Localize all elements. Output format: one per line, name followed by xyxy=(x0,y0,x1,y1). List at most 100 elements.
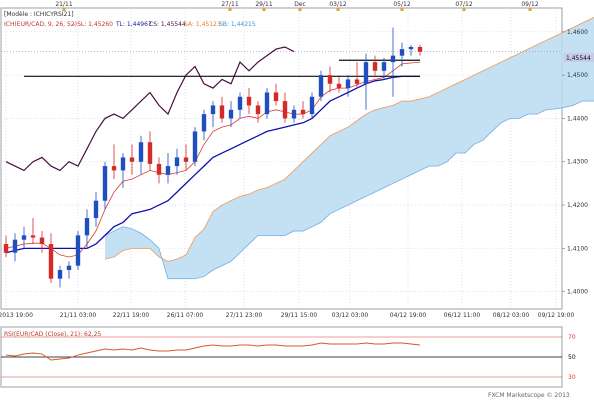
legend-sb: SB: 1,44215 xyxy=(219,21,256,28)
candle-body xyxy=(210,105,216,115)
candle-body xyxy=(300,109,306,115)
x-tick-label: 06/12 11:00 xyxy=(444,312,481,319)
candle-body xyxy=(201,114,207,132)
candle-body xyxy=(102,166,108,201)
candle-body xyxy=(417,46,423,52)
senkou-span-b-line xyxy=(104,100,594,280)
y-tick-label: 1,4100 xyxy=(567,245,588,252)
y-tick-label: 1,4000 xyxy=(567,289,588,296)
candle-body xyxy=(111,166,117,171)
candle-body xyxy=(39,237,45,245)
candle-body xyxy=(48,244,54,279)
x-tick-label: 18/11/2013 19:00 xyxy=(0,312,33,319)
rsi-legend: RSI(EUR/CAD (Close), 21): 62,25 xyxy=(4,331,101,338)
candle-body xyxy=(228,109,234,119)
candle-body xyxy=(273,92,279,102)
legend-sl: - SL: 1,45260 xyxy=(73,21,113,28)
x-tick-label: 29/11 15:00 xyxy=(281,312,318,319)
x-tick-label: 04/12 19:00 xyxy=(390,312,427,319)
session-marker xyxy=(262,8,266,11)
session-marker xyxy=(62,8,66,11)
candle-body xyxy=(156,163,162,175)
template-label: [Modèle : ICHICYRSI21] xyxy=(4,11,74,18)
session-marker xyxy=(462,8,466,11)
rsi-tick-label: 30 xyxy=(568,374,576,381)
candle-body xyxy=(363,62,369,84)
candle-body xyxy=(264,92,270,115)
candle-body xyxy=(183,157,189,162)
y-tick-label: 1,4300 xyxy=(567,159,588,166)
candle-body xyxy=(255,105,261,115)
candles xyxy=(3,27,423,288)
candle-body xyxy=(66,265,72,271)
session-marker xyxy=(400,8,404,11)
top-date-label: 05/12 xyxy=(393,1,410,8)
top-date-label: 09/12 xyxy=(521,1,538,8)
rsi-line xyxy=(5,342,421,361)
legend-tl: TL: 1,44967 xyxy=(115,21,152,28)
candle-body xyxy=(12,239,18,253)
x-tick-label: 03/12 03:00 xyxy=(332,312,369,319)
candle-body xyxy=(282,101,288,119)
candle-body xyxy=(309,96,315,115)
legend-instrument: ICH(EUR/CAD, 9, 26, 52) xyxy=(4,21,77,28)
x-tick-label: 08/12 03:00 xyxy=(493,312,530,319)
top-date-label: 29/11 xyxy=(255,1,272,8)
rsi-tick-label: 70 xyxy=(568,334,576,341)
x-tick-label: 09/12 19:00 xyxy=(538,312,575,319)
candle-body xyxy=(390,55,396,63)
session-marker xyxy=(298,8,302,11)
candle-body xyxy=(291,109,297,119)
candle-body xyxy=(120,157,126,171)
watermark: FXCM Marketscope © 2013 xyxy=(488,392,570,399)
senkou-span-a-line xyxy=(104,16,594,262)
x-tick-label: 21/11 03:00 xyxy=(60,312,97,319)
x-tick-label: 22/11 19:00 xyxy=(113,312,150,319)
candle-body xyxy=(165,166,171,175)
candle-body xyxy=(3,244,9,253)
candle-body xyxy=(57,270,63,279)
candle-body xyxy=(84,218,90,236)
y-tick-label: 1,4500 xyxy=(567,72,588,79)
session-marker xyxy=(528,8,532,11)
top-date-label: 07/12 xyxy=(455,1,472,8)
candle-body xyxy=(147,142,153,164)
x-tick-label: 26/11 07:00 xyxy=(167,312,204,319)
session-marker xyxy=(336,8,340,11)
candle-body xyxy=(246,96,252,106)
candle-body xyxy=(381,62,387,71)
chikou-span-line xyxy=(5,46,295,172)
price-tag-label: 1,45544 xyxy=(566,55,591,62)
candle-body xyxy=(30,235,36,238)
axes: 1,4600 1,4500 1,4400 1,4300 1,4200 1,4100 1,40… xyxy=(0,1,588,319)
candle-body xyxy=(138,142,144,162)
top-date-label: 03/12 xyxy=(329,1,346,8)
legend-sa: SA: 1,45123 xyxy=(184,21,221,28)
kumo-fill xyxy=(105,17,594,279)
candle-body xyxy=(336,83,342,89)
horizontal-levels[interactable] xyxy=(1,51,562,77)
candle-body xyxy=(345,79,351,89)
kijun-sen-line xyxy=(5,75,420,254)
ichimoku-cloud xyxy=(105,17,594,279)
candle-body xyxy=(174,157,180,167)
candle-body xyxy=(327,75,333,84)
candle-body xyxy=(354,79,360,84)
session-marker xyxy=(228,8,232,11)
y-tick-label: 1,4200 xyxy=(567,202,588,209)
rsi-indicator: 70 50 30 xyxy=(1,334,576,381)
rsi-tick-label: 50 xyxy=(568,354,576,361)
top-date-label: Dec xyxy=(294,1,306,8)
candle-body xyxy=(192,131,198,162)
candle-body xyxy=(21,235,27,240)
candle-body xyxy=(237,96,243,110)
candle-body xyxy=(318,75,324,97)
x-tick-label: 27/11 23:00 xyxy=(226,312,263,319)
candle-body xyxy=(93,200,99,219)
tenkan-sen-line xyxy=(5,61,421,258)
price-panel xyxy=(0,7,563,310)
y-tick-label: 1,4600 xyxy=(567,29,588,36)
top-date-label: 21/11 xyxy=(55,1,72,8)
